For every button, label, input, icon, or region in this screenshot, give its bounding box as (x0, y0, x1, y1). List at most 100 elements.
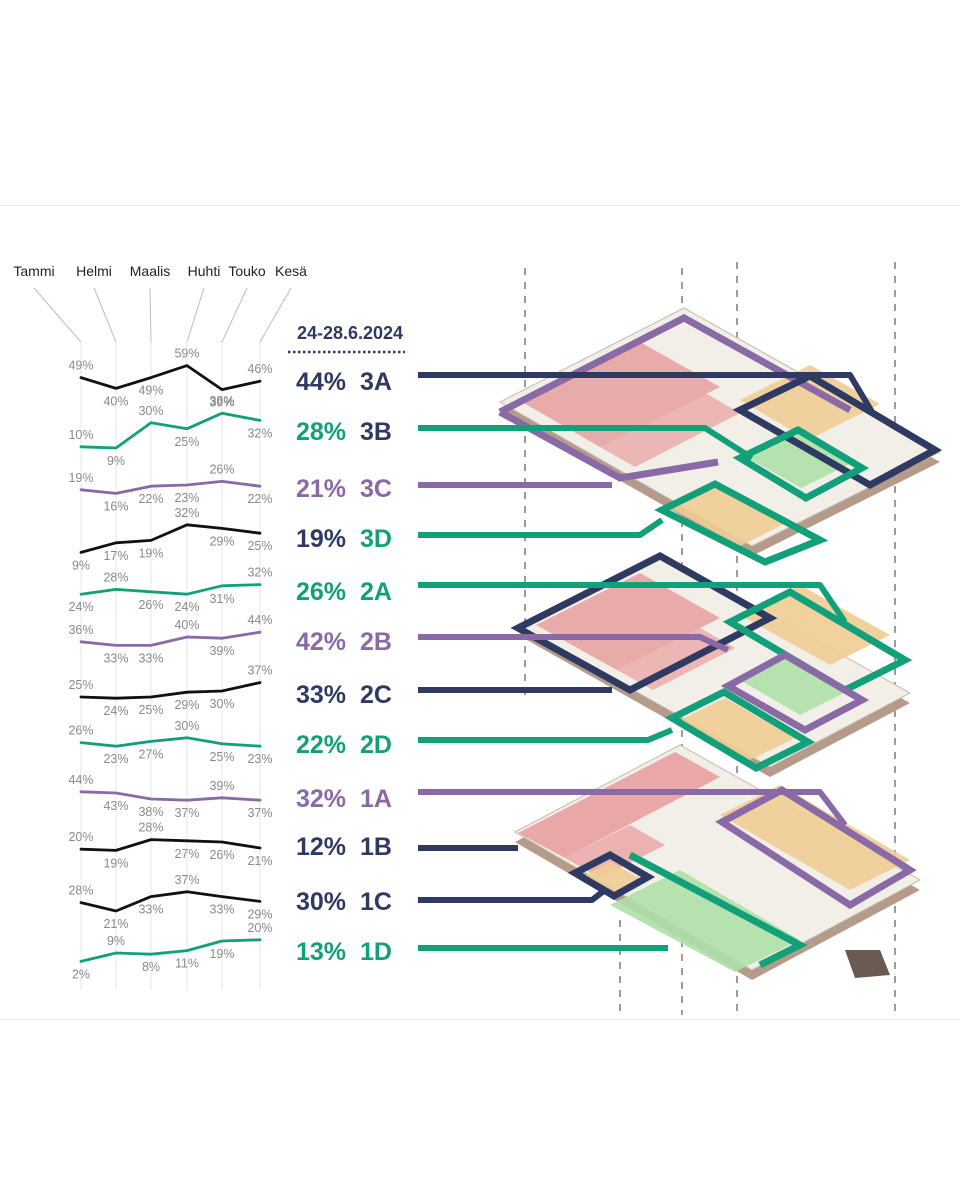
sparkline-3c: 19% 16% 22% 23% 26% 22% (68, 462, 272, 513)
region-percent: 44% (296, 368, 346, 396)
region-3a: 44% 3A (296, 368, 875, 414)
region-id: 1C (360, 888, 392, 916)
value-label: 24% (174, 600, 199, 614)
value-label: 31% (209, 592, 234, 606)
region-connector (418, 789, 848, 827)
value-label: 30% (174, 719, 199, 733)
region-connector (418, 425, 754, 461)
value-label: 38% (209, 394, 234, 408)
value-label: 49% (138, 384, 163, 398)
series-line-3c (79, 479, 262, 495)
month-leader-2 (93, 287, 117, 343)
region-2a: 26% 2A (296, 578, 848, 624)
value-label: 40% (174, 618, 199, 632)
value-label: 26% (209, 462, 234, 476)
series-line-1d (79, 938, 262, 963)
value-label: 39% (209, 396, 234, 410)
region-percent: 33% (296, 681, 346, 709)
sparkline-1c: 28% 21% 33% 37% 33% 29% (68, 873, 272, 931)
region-1b: 12% 1B (296, 833, 518, 861)
series-line-2b (79, 630, 262, 647)
value-label: 33% (103, 651, 128, 665)
value-label: 28% (68, 884, 93, 898)
value-label: 25% (138, 703, 163, 717)
value-label: 44% (247, 613, 272, 627)
value-label: 10% (68, 428, 93, 442)
region-2d: 22% 2D (296, 727, 674, 759)
value-label: 19% (209, 947, 234, 961)
region-id: 3A (360, 368, 392, 396)
value-label: 37% (174, 806, 199, 820)
value-label: 2% (72, 967, 90, 981)
value-label: 23% (174, 491, 199, 505)
month-leader-1 (33, 287, 82, 343)
series-line-2d (79, 736, 262, 748)
value-label: 19% (68, 471, 93, 485)
sparkline-3a: 49% 40% 49% 59% 39% 46% (68, 347, 272, 410)
sparkline-2d: 26% 23% 27% 30% 25% 23% (68, 719, 272, 766)
value-label: 26% (209, 848, 234, 862)
region-id: 2C (360, 681, 392, 709)
value-label: 40% (103, 394, 128, 408)
value-label: 24% (68, 600, 93, 614)
sparkline-3d: 9% 17% 19% 32% 29% 25% (72, 506, 273, 573)
value-label: 28% (138, 821, 163, 835)
region-1d: 13% 1D (296, 938, 668, 966)
building-floor-2 (510, 552, 913, 777)
month-leader-3 (149, 287, 152, 343)
value-label: 25% (68, 678, 93, 692)
region-id: 2D (360, 731, 392, 759)
building-floor-1 (513, 744, 922, 980)
value-label: 49% (68, 359, 93, 373)
value-label: 39% (209, 779, 234, 793)
value-label: 30% (209, 697, 234, 711)
series-line-3b (79, 411, 262, 450)
region-percent: 32% (296, 785, 346, 813)
value-label: 46% (247, 362, 272, 376)
value-label: 26% (68, 724, 93, 738)
month-header: Tammi Helmi Maalis Huhti Touko Kesä (13, 263, 307, 990)
month-label-3: Maalis (130, 263, 170, 279)
region-connector (418, 582, 848, 624)
region-percent: 13% (296, 938, 346, 966)
month-label-1: Tammi (13, 263, 54, 279)
month-label-2: Helmi (76, 263, 112, 279)
month-leader-6 (259, 287, 292, 343)
region-connector (418, 372, 875, 414)
date-range-label: 24-28.6.2024 (297, 323, 403, 343)
region-percent: 42% (296, 628, 346, 656)
region-connector (418, 634, 730, 653)
region-percent: 22% (296, 731, 346, 759)
value-label: 32% (247, 426, 272, 440)
value-label: 37% (247, 806, 272, 820)
region-id: 3B (360, 418, 392, 446)
value-label: 37% (174, 873, 199, 887)
month-label-6: Kesä (275, 263, 307, 279)
value-label: 17% (103, 549, 128, 563)
value-label: 32% (247, 566, 272, 580)
sparkline-1b: 20% 19% 28% 27% 26% 21% (68, 821, 272, 871)
value-label: 39% (209, 644, 234, 658)
series-line-2a (79, 583, 262, 596)
value-label: 33% (138, 903, 163, 917)
region-connector (418, 887, 607, 903)
series-line-1b (79, 838, 262, 852)
sparkline-1a: 44% 43% 38% 37% 39% 37% (68, 773, 272, 820)
region-id: 1D (360, 938, 392, 966)
value-label: 22% (247, 492, 272, 506)
value-label: 29% (209, 534, 234, 548)
region-percent: 21% (296, 475, 346, 503)
region-percent: 19% (296, 525, 346, 553)
value-label: 23% (103, 752, 128, 766)
series-line-3a (79, 364, 262, 392)
value-label: 21% (103, 917, 128, 931)
month-leader-5 (221, 287, 248, 343)
value-label: 43% (103, 799, 128, 813)
value-label: 9% (107, 454, 125, 468)
value-label: 29% (247, 907, 272, 921)
region-2c: 33% 2C (296, 681, 612, 709)
value-label: 44% (68, 773, 93, 787)
value-label: 28% (103, 570, 128, 584)
value-label: 25% (174, 435, 199, 449)
